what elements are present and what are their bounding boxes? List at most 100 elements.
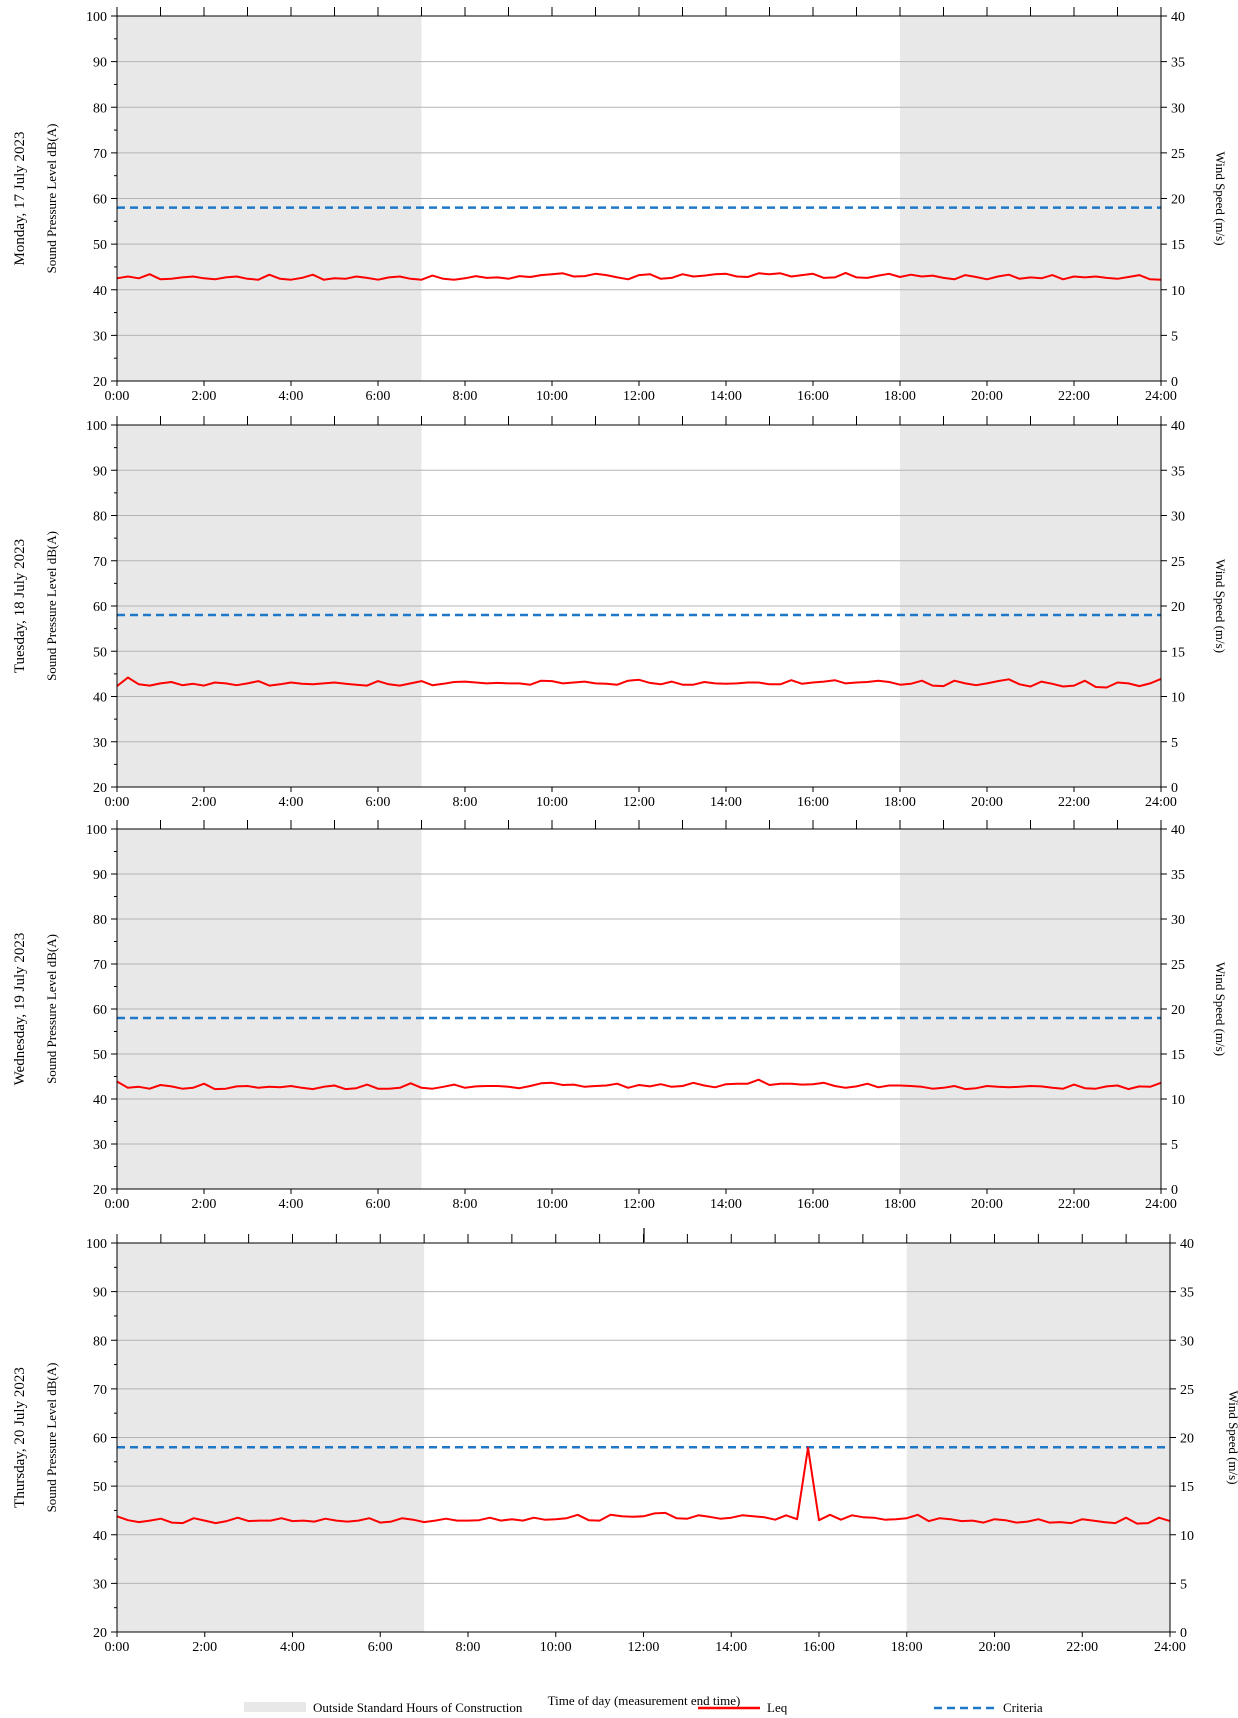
chart-panel-4: 0:00 2:00 4:00 6:00 8:00 10:00 12:00 14:00 16:00… bbox=[12, 1234, 1238, 1655]
day-label: Thursday, 20 July 2023 bbox=[12, 1367, 28, 1508]
y-tick-label: 20 bbox=[93, 1183, 107, 1198]
y2-tick-label: 25 bbox=[1171, 147, 1185, 162]
y2-tick-label: 5 bbox=[1180, 1577, 1187, 1592]
y-tick-label: 80 bbox=[93, 913, 107, 928]
x-tick-label: 6:00 bbox=[368, 1640, 393, 1655]
x-tick-label: 22:00 bbox=[1058, 795, 1090, 810]
chart-panels: 0:00 2:00 4:00 6:00 8:00 10:00 12:00 14:00 16:00… bbox=[12, 7, 1238, 1655]
x-tick-label: 16:00 bbox=[803, 1640, 835, 1655]
y2-tick-label: 20 bbox=[1171, 1003, 1185, 1018]
x-tick-label: 6:00 bbox=[366, 795, 391, 810]
y-tick-label: 50 bbox=[93, 1048, 107, 1063]
y-tick-label: 30 bbox=[93, 736, 107, 751]
y-tick-label: 80 bbox=[93, 510, 107, 525]
y2-tick-label: 30 bbox=[1171, 913, 1185, 928]
y-tick-label: 70 bbox=[93, 958, 107, 973]
x-tick-label: 0:00 bbox=[105, 1640, 130, 1655]
y-tick-label: 70 bbox=[93, 1383, 107, 1398]
y2-tick-label: 35 bbox=[1171, 868, 1185, 883]
y2-tick-label: 20 bbox=[1171, 193, 1185, 208]
y-tick-label: 80 bbox=[93, 1334, 107, 1349]
x-tick-label: 8:00 bbox=[456, 1640, 481, 1655]
y-tick-label: 60 bbox=[93, 1003, 107, 1018]
x-tick-label: 24:00 bbox=[1145, 389, 1177, 404]
x-tick-label: 2:00 bbox=[192, 1640, 217, 1655]
x-tick-label: 16:00 bbox=[797, 1197, 829, 1212]
x-tick-label: 16:00 bbox=[797, 795, 829, 810]
x-tick-label: 4:00 bbox=[279, 1197, 304, 1212]
x-tick-label: 0:00 bbox=[105, 389, 130, 404]
legend-label-leq: Leq bbox=[767, 1700, 788, 1715]
leq-series-line bbox=[116, 1078, 1162, 1091]
y2-tick-label: 10 bbox=[1180, 1529, 1194, 1544]
y2-axis-title: Wind Speed (m/s) bbox=[1213, 962, 1228, 1056]
x-tick-label: 2:00 bbox=[192, 795, 217, 810]
y-tick-label: 20 bbox=[93, 375, 107, 390]
y2-tick-label: 10 bbox=[1171, 1093, 1185, 1108]
y2-tick-label: 5 bbox=[1171, 329, 1178, 344]
x-tick-label: 0:00 bbox=[105, 795, 130, 810]
y-tick-label: 50 bbox=[93, 238, 107, 253]
x-tick-label: 20:00 bbox=[971, 389, 1003, 404]
day-label: Wednesday, 19 July 2023 bbox=[12, 933, 28, 1086]
y-axis-title: Sound Pressure Level dB(A) bbox=[44, 934, 59, 1084]
y2-tick-label: 5 bbox=[1171, 736, 1178, 751]
y2-tick-label: 5 bbox=[1171, 1138, 1178, 1153]
y-tick-label: 60 bbox=[93, 600, 107, 615]
y-tick-label: 90 bbox=[93, 56, 107, 71]
y2-axis-title: Wind Speed (m/s) bbox=[1226, 1390, 1238, 1484]
y-tick-label: 50 bbox=[93, 645, 107, 660]
x-tick-label: 20:00 bbox=[979, 1640, 1011, 1655]
y-tick-label: 100 bbox=[86, 10, 107, 25]
legend-label-shaded-hours: Outside Standard Hours of Construction bbox=[313, 1700, 523, 1715]
y2-tick-label: 0 bbox=[1180, 1626, 1187, 1641]
x-tick-label: 20:00 bbox=[971, 1197, 1003, 1212]
x-tick-label: 24:00 bbox=[1145, 795, 1177, 810]
x-tick-label: 14:00 bbox=[710, 1197, 742, 1212]
x-tick-label: 22:00 bbox=[1058, 1197, 1090, 1212]
y2-tick-label: 0 bbox=[1171, 1183, 1178, 1198]
y2-tick-label: 20 bbox=[1180, 1432, 1194, 1447]
y-tick-label: 60 bbox=[93, 193, 107, 208]
y-tick-label: 90 bbox=[93, 868, 107, 883]
x-tick-label: 4:00 bbox=[279, 389, 304, 404]
x-axis-title: Time of day (measurement end time) bbox=[548, 1693, 741, 1708]
legend-label-criteria: Criteria bbox=[1003, 1700, 1043, 1715]
y-tick-label: 40 bbox=[93, 1529, 107, 1544]
y-tick-label: 30 bbox=[93, 1577, 107, 1592]
y-axis-title: Sound Pressure Level dB(A) bbox=[44, 124, 59, 274]
y2-tick-label: 25 bbox=[1180, 1383, 1194, 1398]
y2-tick-label: 30 bbox=[1171, 101, 1185, 116]
y2-tick-label: 10 bbox=[1171, 284, 1185, 299]
x-tick-label: 6:00 bbox=[366, 1197, 391, 1212]
y2-tick-label: 35 bbox=[1180, 1286, 1194, 1301]
y-tick-label: 50 bbox=[93, 1480, 107, 1495]
x-tick-label: 6:00 bbox=[366, 389, 391, 404]
y2-tick-label: 35 bbox=[1171, 56, 1185, 71]
y2-tick-label: 0 bbox=[1171, 375, 1178, 390]
day-label: Tuesday, 18 July 2023 bbox=[12, 539, 28, 673]
y2-tick-label: 0 bbox=[1171, 781, 1178, 796]
x-tick-label: 18:00 bbox=[891, 1640, 923, 1655]
x-tick-label: 18:00 bbox=[884, 389, 916, 404]
x-tick-label: 10:00 bbox=[536, 389, 568, 404]
y-tick-label: 30 bbox=[93, 1138, 107, 1153]
x-tick-label: 4:00 bbox=[279, 795, 304, 810]
y2-tick-label: 15 bbox=[1171, 238, 1185, 253]
y2-tick-label: 25 bbox=[1171, 958, 1185, 973]
leq-series-line bbox=[116, 271, 1162, 281]
x-tick-label: 12:00 bbox=[628, 1640, 660, 1655]
x-tick-label: 20:00 bbox=[971, 795, 1003, 810]
x-tick-label: 14:00 bbox=[715, 1640, 747, 1655]
y2-tick-label: 30 bbox=[1180, 1334, 1194, 1349]
y-tick-label: 100 bbox=[86, 1237, 107, 1252]
y2-tick-label: 15 bbox=[1171, 645, 1185, 660]
day-label: Monday, 17 July 2023 bbox=[12, 131, 28, 265]
y-tick-label: 20 bbox=[93, 781, 107, 796]
y2-tick-label: 40 bbox=[1171, 419, 1185, 434]
y-axis-title: Sound Pressure Level dB(A) bbox=[44, 1363, 59, 1513]
x-tick-label: 12:00 bbox=[623, 389, 655, 404]
y2-tick-label: 15 bbox=[1180, 1480, 1194, 1495]
leq-series-line bbox=[116, 1446, 1171, 1525]
legend-swatch-shaded-hours bbox=[244, 1702, 306, 1712]
